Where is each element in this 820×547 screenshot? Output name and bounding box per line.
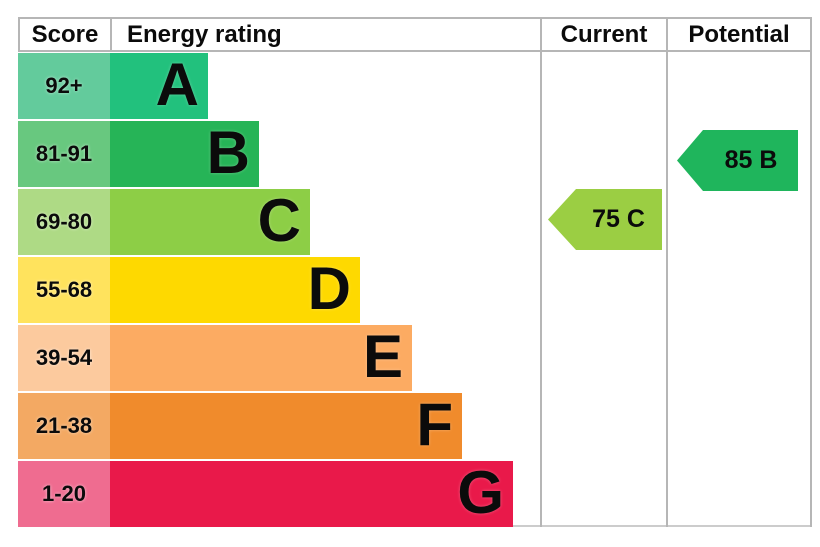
left-arrow-icon bbox=[677, 130, 798, 191]
score-column-divider bbox=[110, 17, 112, 52]
rating-band-row-g: 1-20 G bbox=[18, 461, 812, 527]
score-range-cell: 39-54 bbox=[18, 325, 110, 391]
rating-letter: C bbox=[257, 187, 301, 254]
score-range-cell: 21-38 bbox=[18, 393, 110, 459]
rating-letter: E bbox=[362, 323, 403, 390]
current-rating-arrow: 75 C bbox=[548, 189, 662, 250]
epc-rating-chart: Score Energy rating Current Potential 92… bbox=[18, 17, 812, 527]
rating-letter: B bbox=[206, 119, 250, 186]
rating-bar: A bbox=[110, 53, 208, 119]
rating-band-row-d: 55-68 D bbox=[18, 257, 812, 323]
header-potential: Potential bbox=[688, 20, 790, 48]
rating-bands: 92+ A 81-91 B 69-80 C 55-68 D 39-54 bbox=[18, 53, 812, 527]
potential-column-divider bbox=[666, 17, 668, 527]
header-current: Current bbox=[560, 20, 648, 48]
rating-band-row-b: 81-91 B bbox=[18, 121, 812, 187]
header-bottom-border bbox=[18, 50, 812, 52]
score-range-cell: 1-20 bbox=[18, 461, 110, 527]
rating-letter: F bbox=[416, 391, 453, 458]
rating-bar: D bbox=[110, 257, 360, 323]
rating-bar: B bbox=[110, 121, 259, 187]
table-top-border bbox=[18, 17, 812, 19]
score-range-cell: 92+ bbox=[18, 53, 110, 119]
current-rating-label: 75 C bbox=[592, 205, 645, 233]
table-right-border bbox=[810, 17, 812, 527]
rating-letter: D bbox=[307, 255, 351, 322]
rating-band-row-e: 39-54 E bbox=[18, 325, 812, 391]
left-arrow-icon bbox=[548, 189, 662, 250]
header-score: Score bbox=[31, 20, 99, 48]
header-left-border bbox=[18, 17, 20, 52]
score-range-cell: 81-91 bbox=[18, 121, 110, 187]
rating-bar: F bbox=[110, 393, 462, 459]
rating-band-row-c: 69-80 C bbox=[18, 189, 812, 255]
current-arrow-shape bbox=[548, 189, 662, 250]
rating-band-row-a: 92+ A bbox=[18, 53, 812, 119]
current-column-divider bbox=[540, 17, 542, 527]
potential-arrow-shape bbox=[677, 130, 798, 191]
rating-bar: G bbox=[110, 461, 513, 527]
score-range-cell: 69-80 bbox=[18, 189, 110, 255]
rating-letter: A bbox=[155, 51, 199, 118]
rating-bar: C bbox=[110, 189, 310, 255]
score-range-cell: 55-68 bbox=[18, 257, 110, 323]
header-energy-rating: Energy rating bbox=[127, 20, 282, 48]
rating-band-row-f: 21-38 F bbox=[18, 393, 812, 459]
potential-rating-arrow: 85 B bbox=[677, 130, 798, 191]
rating-bar: E bbox=[110, 325, 412, 391]
rating-letter: G bbox=[457, 459, 504, 526]
potential-rating-label: 85 B bbox=[724, 146, 778, 174]
